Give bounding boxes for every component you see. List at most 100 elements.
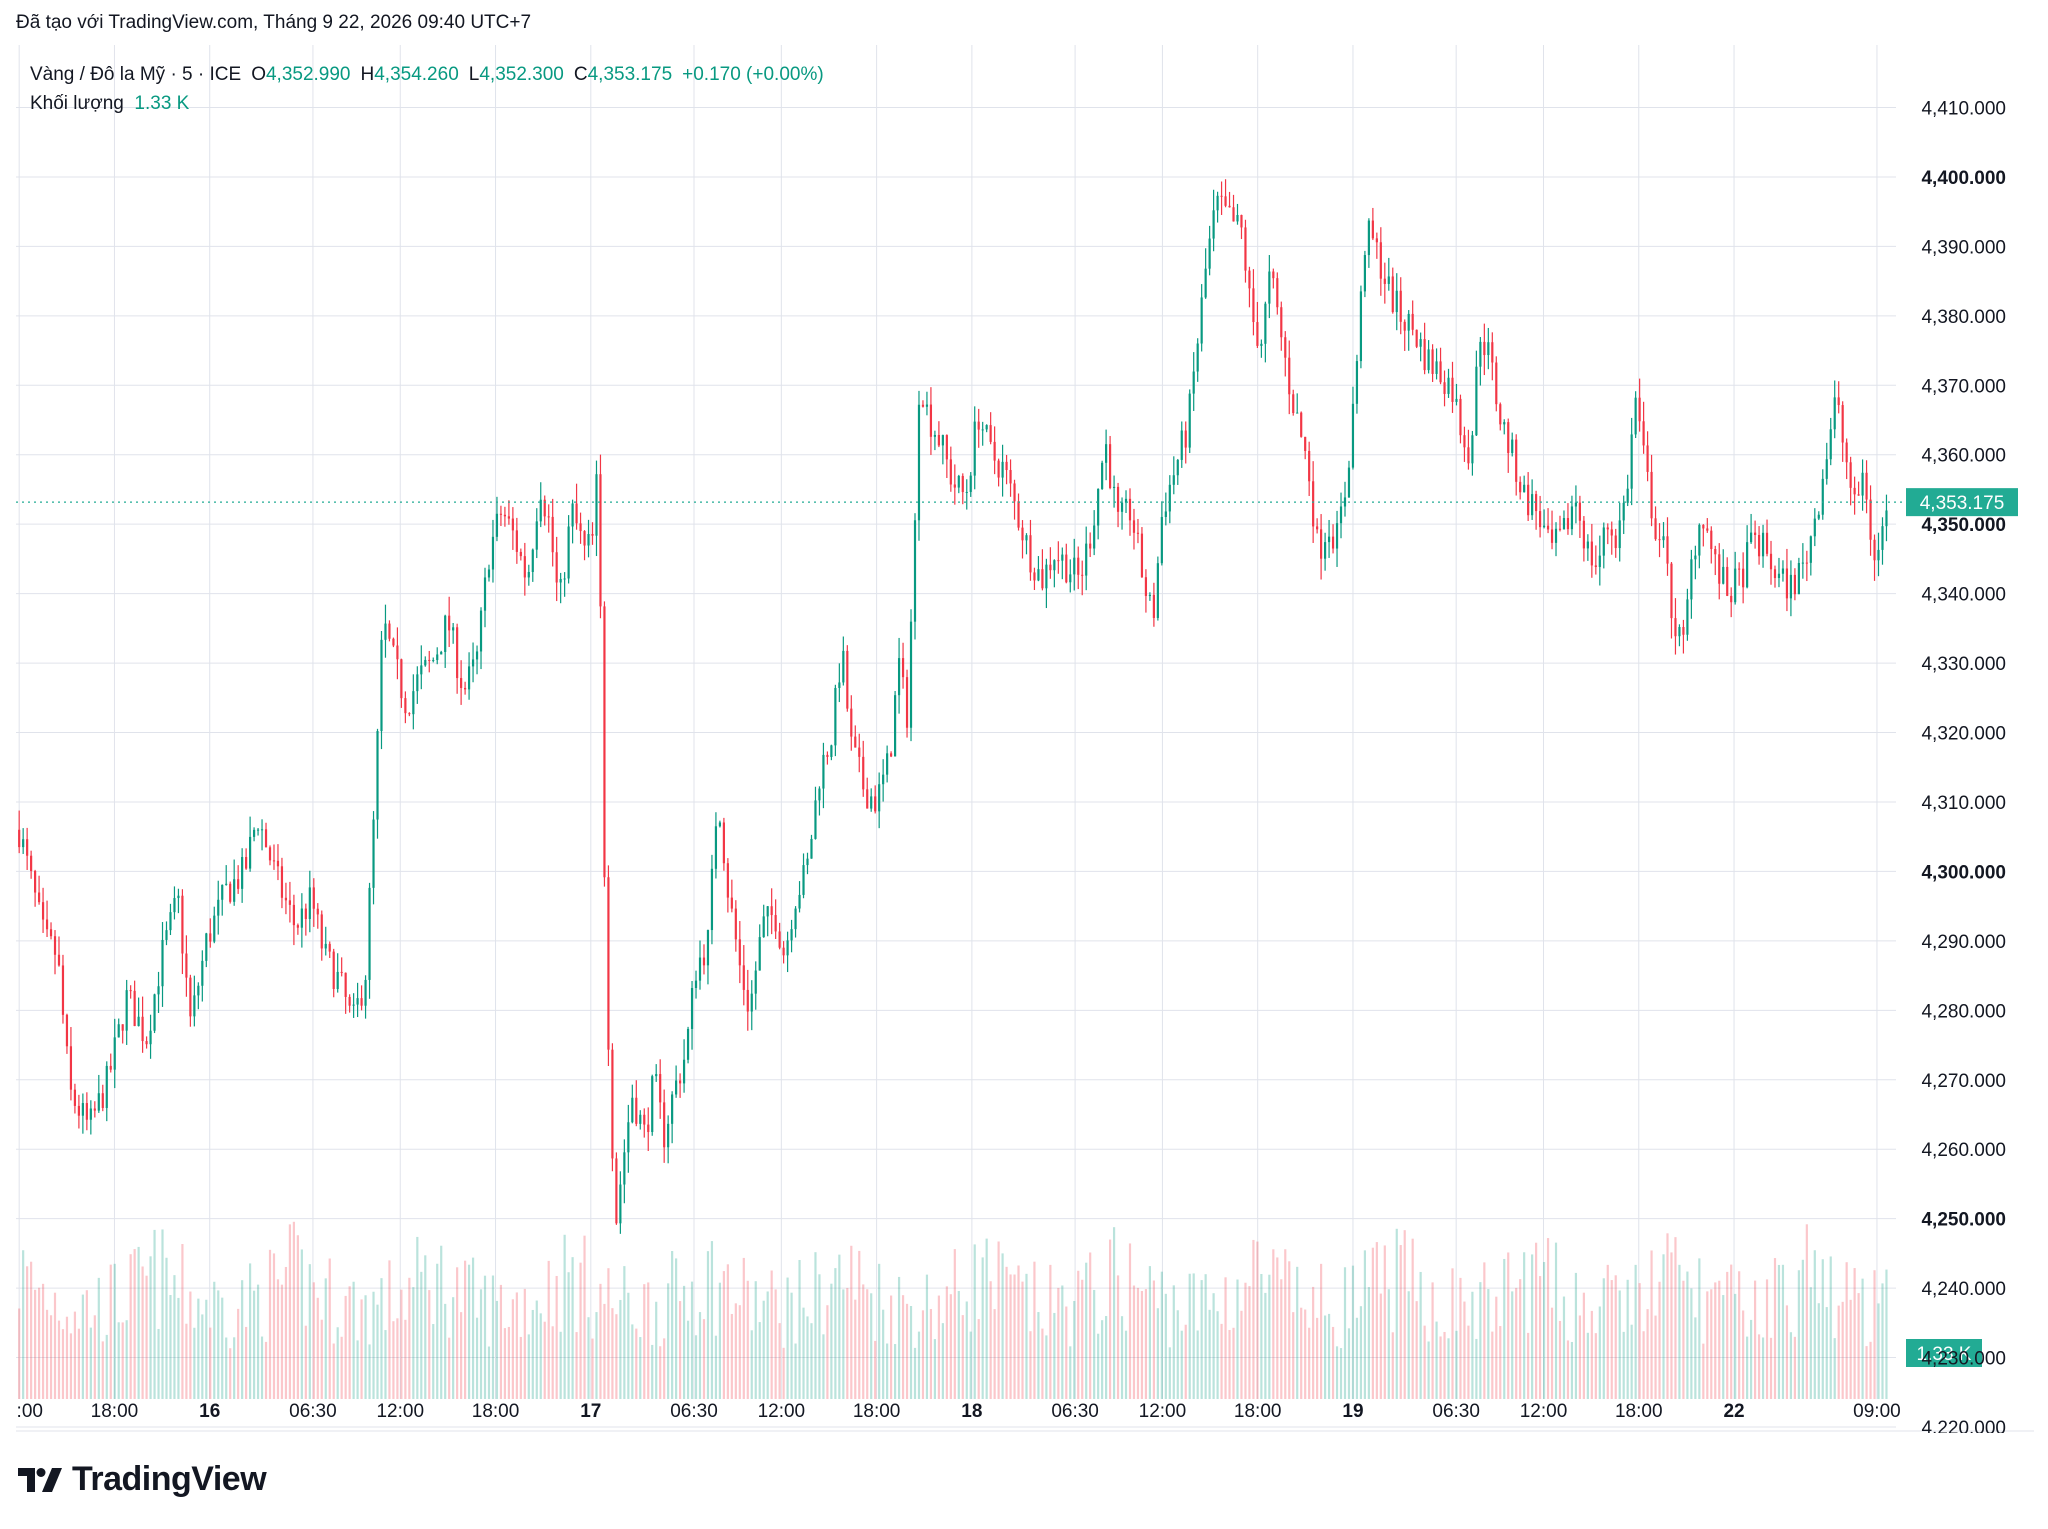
volume-bar	[1069, 1346, 1072, 1399]
candle-body	[1184, 430, 1187, 448]
symbol-legend: Vàng / Đô la Mỹ · 5 · ICE O4,352.990 H4,35…	[30, 60, 824, 118]
candle-body	[1594, 565, 1597, 567]
volume-bar	[631, 1324, 634, 1399]
volume-bar	[893, 1344, 897, 1399]
candle-body	[738, 939, 741, 966]
volume-bar	[1391, 1332, 1394, 1399]
price-chart[interactable]: 4,353.175 1.33 K 4,410.000 4,400.000 4,390.…	[16, 45, 2034, 1433]
volume-bar	[1144, 1289, 1148, 1399]
candle-body	[26, 839, 29, 856]
volume-bar	[495, 1300, 499, 1399]
candle-body	[937, 434, 940, 446]
volume-bar	[1622, 1331, 1625, 1399]
candle-body	[901, 658, 905, 678]
volume-bar	[1523, 1252, 1526, 1399]
volume-bar	[1395, 1228, 1398, 1399]
candle-body	[615, 1158, 618, 1224]
candle-body	[611, 1049, 614, 1159]
price-axis[interactable]: 4,410.000 4,400.000 4,390.000 4,380.000 4,37…	[1921, 99, 2006, 1433]
volume-bar	[1714, 1282, 1717, 1399]
candle-body	[698, 957, 702, 981]
candle-body	[479, 610, 483, 652]
candle-body	[1614, 535, 1617, 549]
candle-body	[1869, 499, 1872, 540]
volume-bar	[97, 1277, 100, 1399]
candle-body	[1383, 278, 1386, 284]
volume-bar	[225, 1337, 228, 1399]
candle-body	[388, 623, 391, 639]
chart-pane[interactable]: 4,353.175 1.33 K 4,410.000 4,400.000 4,390.…	[16, 45, 2034, 1433]
candle-body	[702, 957, 706, 966]
volume-bar	[340, 1336, 343, 1399]
candle-body	[1391, 276, 1394, 313]
candle-body	[1558, 528, 1562, 530]
candle-body	[623, 1152, 626, 1185]
volume-bar	[1049, 1264, 1052, 1399]
volume-bar	[547, 1260, 550, 1399]
time-axis[interactable]: 12:00 18:00 16 06:30 12:00 18:00 17 06:30 12:00 1…	[16, 1401, 1901, 1422]
volume-bar	[1431, 1282, 1434, 1399]
tradingview-logo[interactable]: TradingView	[18, 1460, 267, 1499]
candle-body	[1686, 599, 1689, 635]
volume-bar	[312, 1282, 315, 1399]
time-tick-label: 12:00	[1520, 1401, 1568, 1422]
candle-body	[1320, 529, 1323, 559]
candle-body	[193, 995, 196, 1017]
volume-bar	[209, 1327, 212, 1399]
candle-body	[1554, 528, 1558, 543]
candle-body	[846, 650, 849, 709]
candle-body	[746, 989, 749, 1012]
volume-bar	[1423, 1325, 1426, 1399]
volume-bar	[1077, 1270, 1080, 1399]
volume-bar	[1837, 1305, 1840, 1399]
volume-bar	[18, 1308, 21, 1399]
volume-bar	[1216, 1311, 1219, 1399]
candle-body	[1379, 242, 1382, 279]
volume-bar	[1503, 1258, 1506, 1399]
candle-body	[1423, 339, 1426, 371]
volume-bar	[1869, 1341, 1872, 1399]
candle-body	[1359, 291, 1363, 362]
candle-body	[61, 965, 65, 1015]
candle-body	[1419, 339, 1422, 347]
volume-bar	[909, 1306, 913, 1399]
volume-bar	[690, 1281, 694, 1399]
symbol-name[interactable]: Vàng / Đô la Mỹ · 5 · ICE	[30, 64, 242, 85]
candle-body	[1535, 494, 1538, 512]
candle-body	[543, 499, 546, 517]
volume-bar	[280, 1284, 284, 1399]
volume-bar	[706, 1251, 710, 1399]
candle-body	[1065, 554, 1068, 583]
high-value: 4,354.260	[374, 64, 459, 85]
candle-body	[1025, 535, 1028, 541]
volume-label[interactable]: Khối lượng	[30, 93, 124, 114]
tradingview-logo-icon	[18, 1467, 62, 1492]
volume-bar	[1156, 1308, 1159, 1399]
volume-bar	[1821, 1259, 1824, 1399]
candle-body	[1499, 404, 1502, 425]
candle-body	[1742, 568, 1745, 588]
volume-bar	[376, 1304, 379, 1399]
volume-bar	[599, 1283, 602, 1399]
volume-tag-label: 1.33 K	[1917, 1344, 1972, 1365]
volume-bar	[1570, 1341, 1574, 1399]
candle-body	[1813, 518, 1816, 537]
price-tick-label: 4,390.000	[1921, 237, 2006, 258]
volume-bar	[1172, 1285, 1175, 1399]
candle-body	[1622, 502, 1625, 521]
candle-body	[619, 1184, 622, 1224]
time-tick-label: 16	[199, 1401, 220, 1422]
volume-bar	[1045, 1335, 1048, 1399]
candle-body	[798, 894, 801, 909]
candle-body	[1861, 472, 1864, 496]
candle-body	[838, 682, 841, 688]
volume-bar	[1761, 1337, 1765, 1399]
volume-bar	[647, 1282, 650, 1399]
candle-body	[639, 1114, 642, 1124]
volume-bar	[949, 1294, 952, 1399]
volume-bar	[1606, 1264, 1609, 1399]
candle-body	[264, 829, 268, 848]
candle-body	[1112, 486, 1116, 489]
candle-body	[292, 904, 295, 926]
volume-bar	[989, 1281, 992, 1399]
